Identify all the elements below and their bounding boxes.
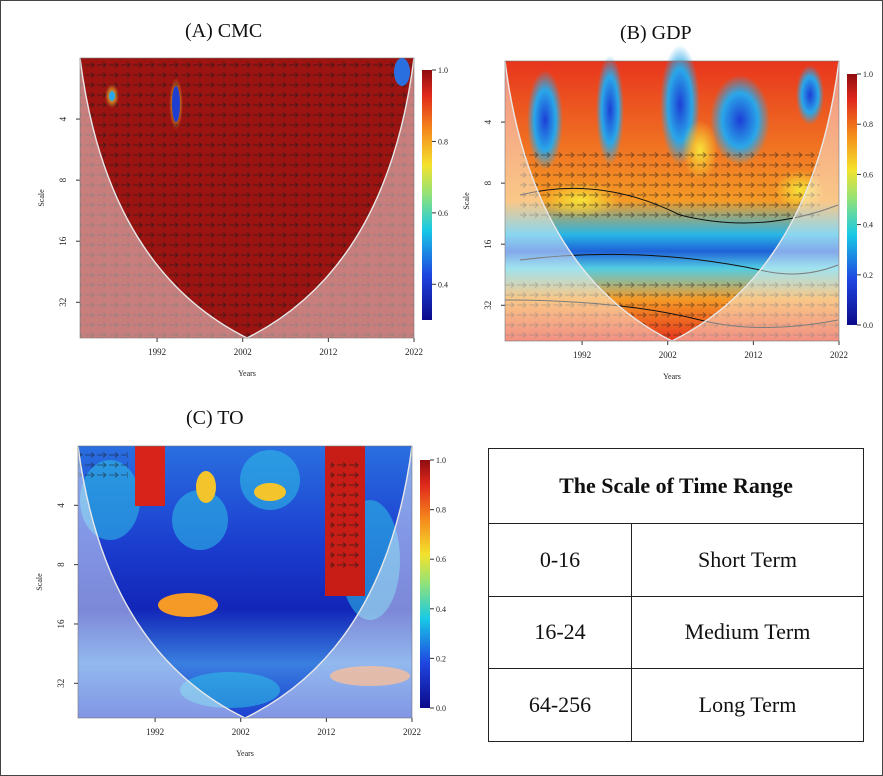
x-tick-label: 1992	[148, 347, 166, 357]
y-tick-label: 32	[483, 301, 493, 310]
cone-of-influence	[505, 61, 839, 341]
colorbar-tick-label: 0.6	[863, 170, 873, 179]
x-tick-label: 2012	[319, 347, 337, 357]
x-axis-label: Years	[236, 749, 254, 758]
table-range-cell: 64-256	[488, 668, 632, 742]
coherence-island	[135, 446, 165, 506]
y-tick-label: 8	[483, 180, 493, 185]
y-tick-label: 8	[56, 562, 66, 567]
colorbar-tick-label: 1.0	[438, 66, 448, 75]
colorbar-tick-label: 0.8	[436, 506, 446, 515]
y-axis-label: Scale	[35, 573, 44, 591]
y-tick-label: 16	[56, 619, 66, 629]
phase-arrows	[520, 150, 820, 220]
coherence-island	[180, 672, 280, 708]
x-tick-label: 2002	[659, 350, 677, 360]
colorbar-tick-label: 0.2	[863, 271, 873, 280]
y-tick-label: 4	[58, 116, 68, 121]
x-tick-label: 2022	[830, 350, 848, 360]
phase-arrows	[330, 460, 360, 570]
coherence-island	[527, 70, 563, 170]
y-tick-label: 4	[56, 503, 66, 508]
cone-of-influence	[78, 446, 412, 718]
coherence-island	[596, 55, 624, 165]
panel-b-plot-area: 1992 2002 2012 2022 4 8 16 32 Years Scale 1.0 0.8 0.…	[462, 45, 873, 381]
x-tick-label: 2022	[403, 727, 421, 737]
colorbar-tick-label: 0.6	[436, 555, 446, 564]
y-tick-label: 8	[58, 177, 68, 182]
y-axis-label: Scale	[37, 189, 46, 207]
colorbar	[847, 74, 857, 325]
panel-c-title: (C) TO	[186, 407, 244, 429]
time-range-table: The Scale of Time Range 0-16 Short Term 1…	[488, 448, 864, 742]
significance-contour	[519, 187, 839, 224]
colorbar-tick-label: 1.0	[863, 70, 873, 79]
colorbar-tick-label: 0.8	[863, 120, 873, 129]
colorbar-tick-label: 0.0	[863, 321, 873, 330]
y-tick-label: 16	[58, 236, 68, 246]
table-term-cell: Long Term	[631, 668, 864, 742]
colorbar-tick-label: 0.2	[436, 654, 446, 663]
colorbar-tick-label: 0.4	[438, 280, 448, 289]
y-axis-label: Scale	[462, 192, 471, 210]
cone-of-influence	[80, 58, 414, 338]
x-tick-label: 2012	[317, 727, 335, 737]
x-tick-label: 2022	[405, 347, 423, 357]
plot-border	[77, 445, 413, 719]
coherence-island	[158, 593, 218, 617]
coherence-island	[109, 91, 115, 101]
x-tick-label: 2002	[234, 347, 252, 357]
x-tick-label: 1992	[146, 727, 164, 737]
significance-contour	[504, 299, 839, 328]
x-axis-label: Years	[238, 369, 256, 378]
table-range-cell: 0-16	[488, 523, 632, 597]
coherence-island	[330, 666, 410, 686]
phase-arrows	[78, 450, 128, 480]
significance-contour	[519, 253, 839, 275]
coherence-island	[196, 471, 216, 503]
colorbar-tick-label: 1.0	[436, 456, 446, 465]
x-axis-label: Years	[663, 372, 681, 381]
coherence-island	[172, 490, 228, 550]
coherence-island	[796, 65, 824, 125]
table-range-cell: 16-24	[488, 595, 632, 670]
colorbar-tick-label: 0.8	[438, 137, 448, 146]
coherence-island	[172, 86, 180, 122]
y-tick-label: 4	[483, 119, 493, 124]
colorbar	[422, 70, 432, 320]
table-term-cell: Medium Term	[631, 595, 864, 670]
colorbar	[420, 460, 430, 708]
colorbar-tick-label: 0.6	[438, 209, 448, 218]
panel-c-plot-area: 1992 2002 2012 2022 4 8 16 32 Years Scale 1.0 0.8 0.…	[35, 445, 446, 758]
phase-arrows	[505, 280, 839, 340]
plot-border	[504, 60, 840, 342]
panel-b-title: (B) GDP	[620, 22, 692, 44]
y-tick-label: 32	[58, 298, 68, 307]
panel-a-title: (A) CMC	[185, 20, 263, 42]
phase-arrows	[80, 58, 414, 338]
coherence-island	[394, 58, 410, 86]
coherence-island	[254, 483, 286, 501]
x-tick-label: 1992	[573, 350, 591, 360]
plot-border	[79, 57, 415, 339]
x-tick-label: 2002	[232, 727, 250, 737]
table-title: The Scale of Time Range	[488, 448, 864, 524]
colorbar-tick-label: 0.4	[863, 221, 873, 230]
colorbar-tick-label: 0.0	[436, 704, 446, 713]
panel-a-plot-area: 1992 2002 2012 2022 4 8 16 32 Years Scale 1.0 0.8 0.…	[37, 57, 448, 378]
y-tick-label: 16	[483, 239, 493, 249]
table-term-cell: Short Term	[631, 523, 864, 597]
coherence-island	[710, 75, 770, 165]
y-tick-label: 32	[56, 679, 66, 688]
colorbar-tick-label: 0.4	[436, 605, 446, 614]
x-tick-label: 2012	[744, 350, 762, 360]
